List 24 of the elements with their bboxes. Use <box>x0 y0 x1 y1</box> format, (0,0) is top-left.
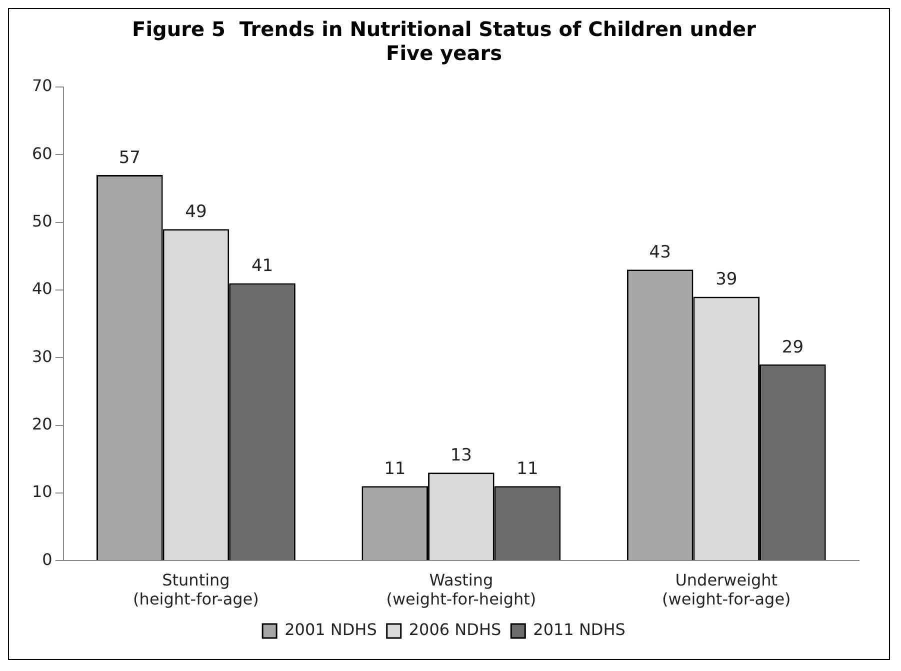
data-label: 41 <box>251 256 274 276</box>
y-tick-label: 20 <box>32 414 52 434</box>
y-tick-label: 0 <box>42 550 52 569</box>
legend-label: 2001 NDHS <box>284 620 377 640</box>
x-tick-label: Stunting (height-for-age) <box>133 570 259 609</box>
legend-label: 2006 NDHS <box>408 620 502 640</box>
y-tick-label: 30 <box>32 346 52 366</box>
y-tick-label: 10 <box>32 482 52 502</box>
y-tick-label: 70 <box>32 76 52 96</box>
legend-label: 2011 NDHS <box>533 620 626 640</box>
data-label: 43 <box>649 242 671 263</box>
x-tick-label: Wasting (weight-for-height) <box>386 570 536 609</box>
y-tick-label: 60 <box>32 144 52 163</box>
y-tick-label: 50 <box>32 211 52 230</box>
chart-title: Figure 5 Trends in Nutritional Status of Children under Five years <box>132 17 756 66</box>
data-label: 11 <box>516 459 538 480</box>
data-label: 13 <box>450 446 472 466</box>
data-label: 57 <box>118 148 140 168</box>
data-label: 29 <box>782 337 804 358</box>
data-label: 11 <box>384 459 406 480</box>
x-tick-label: Underweight (weight-for-age) <box>662 570 791 609</box>
data-label: 49 <box>185 202 207 222</box>
y-tick-label: 40 <box>32 279 52 298</box>
data-label: 39 <box>716 270 738 290</box>
